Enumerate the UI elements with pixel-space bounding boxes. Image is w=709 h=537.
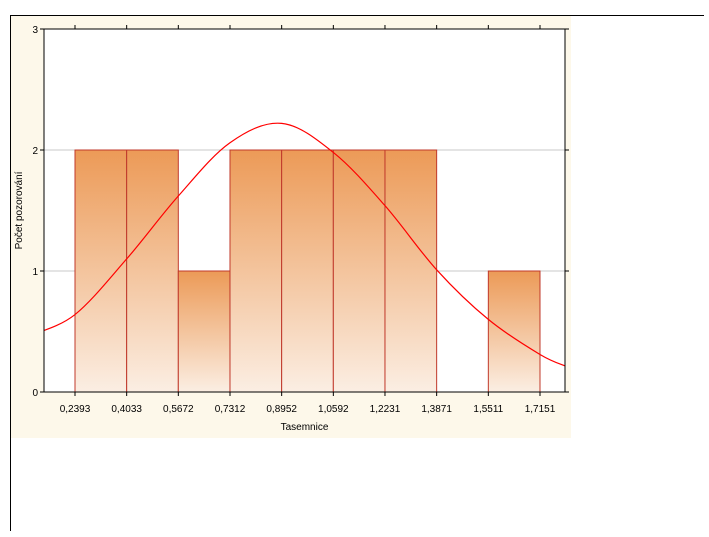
bars: [74, 149, 541, 393]
x-tick-label: 0,7312: [215, 404, 246, 415]
histogram-bar: [177, 270, 231, 393]
histogram-bar: [384, 149, 438, 393]
chart-frame: 0 1 2 3 0,2393 0,4033 0,5672 0,7312 0,8952 1,0592…: [10, 15, 704, 531]
histogram-bar: [126, 149, 179, 393]
x-tick-label: 1,0592: [318, 404, 349, 415]
x-tick-label: 1,2231: [370, 404, 401, 415]
axis-ticks: 0 1 2 3 0,2393 0,4033 0,5672 0,7312 0,8952 1,0592…: [32, 25, 569, 415]
histogram-bar: [332, 149, 386, 393]
x-tick-label: 0,2393: [60, 404, 91, 415]
x-tick-label: 1,5511: [473, 404, 503, 415]
x-axis-title: Tasemnice: [281, 422, 329, 433]
x-tick-label: 0,8952: [266, 404, 297, 415]
x-tick-label: 0,4033: [111, 404, 142, 415]
y-tick-label: 1: [32, 267, 38, 278]
x-tick-label: 1,7151: [525, 404, 556, 415]
y-axis-title: Počet pozorování: [14, 171, 25, 249]
histogram-chart: 0 1 2 3 0,2393 0,4033 0,5672 0,7312 0,8952 1,0592…: [11, 16, 571, 438]
x-tick-label: 1,3871: [421, 404, 452, 415]
plot-border: [43, 28, 566, 393]
y-tick-label: 3: [32, 25, 38, 36]
normal-curve: [44, 122, 565, 367]
x-tick-label: 0,5672: [163, 404, 194, 415]
histogram-bar: [281, 149, 334, 393]
histogram-bar: [229, 149, 283, 393]
y-tick-label: 0: [32, 388, 38, 399]
y-tick-label: 2: [32, 146, 38, 157]
normal-curve-layer: [44, 122, 565, 367]
histogram-bar: [487, 270, 541, 393]
histogram-bar: [74, 149, 128, 393]
